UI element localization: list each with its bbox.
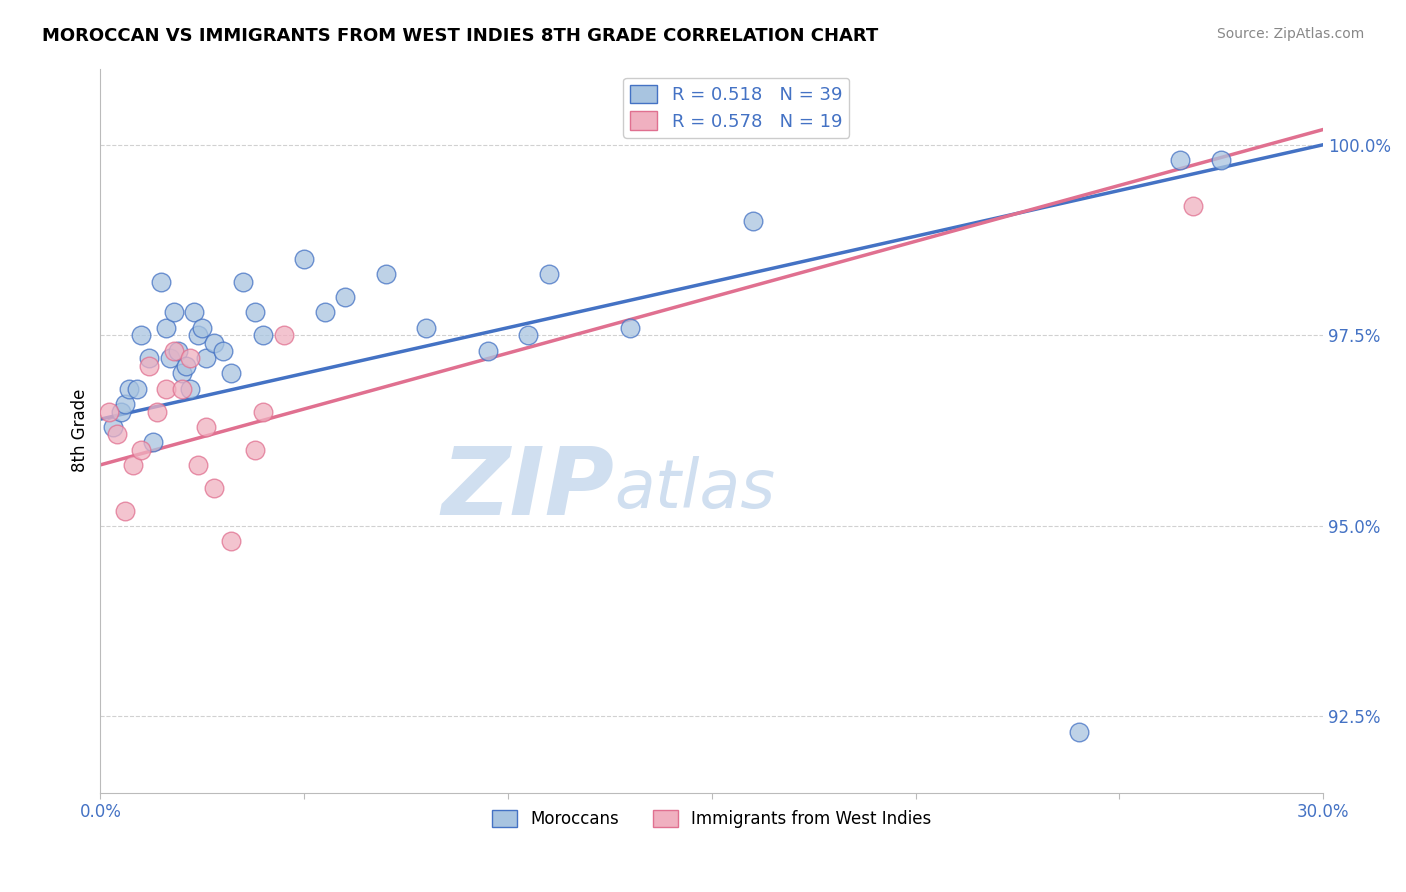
Point [97,404,120,418]
Point [138,351,160,366]
Point [129,442,152,457]
Point [142,435,165,450]
Point [252,328,274,343]
Point [101,419,124,434]
Point [138,359,160,373]
Point [129,328,152,343]
Point [163,305,186,319]
Text: Source: ZipAtlas.com: Source: ZipAtlas.com [1216,27,1364,41]
Point [252,404,274,418]
Point [187,328,209,343]
Point [125,382,148,396]
Point [187,458,209,472]
Point [245,442,267,457]
Point [114,397,136,411]
Point [155,320,177,334]
Point [415,320,437,334]
Point [150,275,173,289]
Point [166,343,188,358]
Point [183,305,205,319]
Point [619,320,641,334]
Point [1181,199,1204,213]
Point [374,268,396,282]
Point [537,268,560,282]
Point [219,367,242,381]
Point [155,382,177,396]
Point [146,404,169,418]
Y-axis label: 8th Grade: 8th Grade [72,389,89,472]
Point [219,534,242,549]
Point [195,419,218,434]
Point [517,328,540,343]
Point [245,305,267,319]
Point [741,214,763,228]
Point [333,290,356,304]
Point [195,351,218,366]
Point [211,343,233,358]
Point [105,427,128,442]
Point [1211,153,1233,167]
Legend: Moroccans, Immigrants from West Indies: Moroccans, Immigrants from West Indies [485,804,938,835]
Point [114,503,136,517]
Point [179,382,201,396]
Text: atlas: atlas [614,456,775,522]
Point [204,481,226,495]
Point [1170,153,1192,167]
Point [273,328,295,343]
Point [477,343,499,358]
Point [170,382,193,396]
Point [174,359,197,373]
Point [191,320,214,334]
Point [1067,724,1090,739]
Point [232,275,254,289]
Text: ZIP: ZIP [441,442,614,534]
Point [292,252,315,266]
Point [159,351,181,366]
Point [204,335,226,350]
Point [110,404,132,418]
Point [122,458,145,472]
Point [118,382,141,396]
Point [179,351,201,366]
Text: MOROCCAN VS IMMIGRANTS FROM WEST INDIES 8TH GRADE CORRELATION CHART: MOROCCAN VS IMMIGRANTS FROM WEST INDIES … [42,27,879,45]
Point [314,305,336,319]
Point [163,343,186,358]
Point [170,367,193,381]
